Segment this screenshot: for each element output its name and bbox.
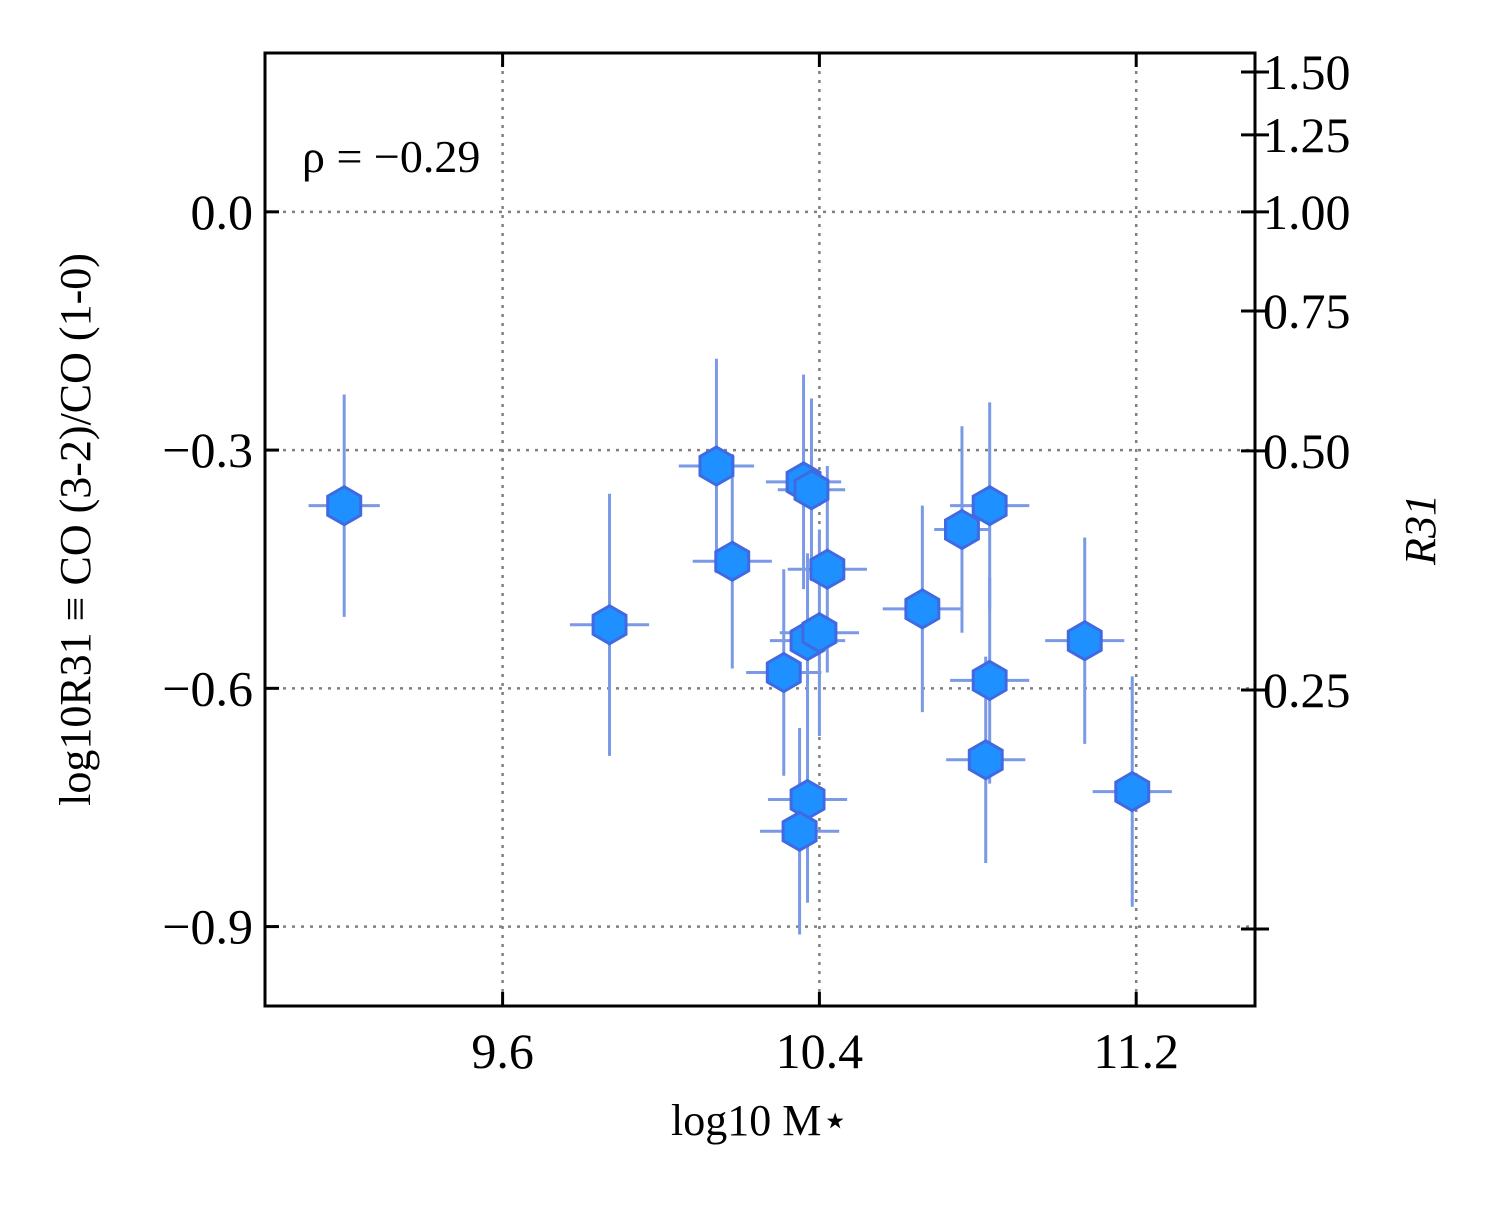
- y2-tick-label: 0.75: [1263, 283, 1351, 339]
- data-point: [967, 739, 1004, 781]
- label-layer: 9.6 10.4 11.2 0.0 −0.3 −0.6 −0.9 1.50 1.25 1.00 0.…: [51, 44, 1445, 1145]
- y-tick-label: −0.6: [162, 660, 253, 716]
- data-point: [793, 469, 830, 511]
- y2-tick-label: 0.25: [1263, 662, 1351, 718]
- y2-tick-label: 1.25: [1263, 107, 1351, 163]
- plot-frame: [263, 51, 1257, 1008]
- data-point: [809, 548, 846, 590]
- data-point: [1066, 619, 1103, 662]
- data-point: [1114, 770, 1151, 813]
- x-tick-label: 11.2: [1093, 1023, 1179, 1079]
- y2-tick-label: 0.50: [1263, 423, 1351, 479]
- y-axis-label: log10R31 ≡ CO (3-2)/CO (1-0): [51, 253, 100, 806]
- errorbar-layer: [308, 358, 1172, 935]
- y-tick-label: 0.0: [191, 184, 254, 240]
- data-point: [801, 611, 838, 654]
- correlation-annotation: ρ = −0.29: [302, 131, 480, 182]
- data-point: [971, 484, 1008, 527]
- tick-layer: [265, 53, 1269, 1006]
- y-tick-label: −0.3: [162, 422, 253, 478]
- data-point: [765, 651, 802, 694]
- y2-tick-label: 1.50: [1263, 44, 1351, 100]
- x-axis-label: log10 M⋆: [671, 1096, 849, 1145]
- data-point: [591, 604, 628, 646]
- data-point: [326, 484, 363, 527]
- data-point: [904, 588, 941, 630]
- point-layer: [326, 445, 1151, 853]
- data-point: [698, 445, 735, 487]
- x-tick-label: 9.6: [471, 1023, 534, 1079]
- x-tick-label: 10.4: [776, 1023, 864, 1079]
- y2-axis-label: R31: [1396, 494, 1445, 566]
- data-point: [714, 540, 751, 583]
- y2-tick-label: 1.00: [1263, 184, 1351, 240]
- grid-layer: [265, 53, 1255, 1006]
- data-point: [971, 659, 1008, 702]
- y-tick-label: −0.9: [162, 899, 253, 955]
- data-point: [944, 508, 980, 551]
- data-point: [781, 810, 818, 853]
